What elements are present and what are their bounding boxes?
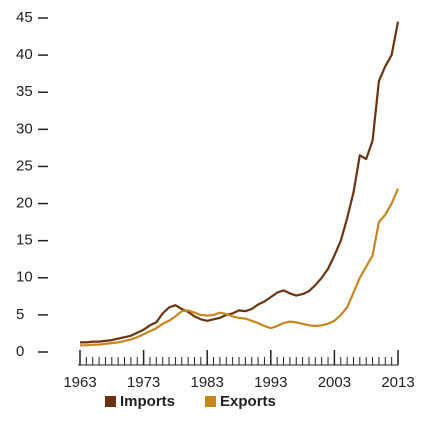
data-line — [80, 21, 400, 344]
y-tick-label: 0 — [16, 343, 24, 360]
y-tick-label: 45 — [16, 9, 33, 26]
y-tick-label: 30 — [16, 120, 33, 137]
y-tick-label: 5 — [16, 306, 24, 323]
y-tick-label: 35 — [16, 83, 33, 100]
legend-label: Exports — [220, 393, 276, 410]
legend-swatch — [105, 396, 116, 407]
y-tick-label: 15 — [16, 232, 33, 249]
x-tick-label: 2003 — [318, 374, 351, 391]
x-tick-label: 1993 — [254, 374, 287, 391]
x-tick-label: 1963 — [63, 374, 96, 391]
y-tick-label: 20 — [16, 195, 33, 212]
y-tick-label: 10 — [16, 269, 33, 286]
legend-swatch — [205, 396, 217, 407]
x-tick-label: 1983 — [191, 374, 224, 391]
x-tick-label: 2013 — [381, 374, 414, 391]
y-tick-label: 40 — [16, 46, 33, 63]
legend-label: Imports — [120, 393, 175, 410]
data-line — [80, 188, 400, 347]
y-tick-label: 25 — [16, 157, 33, 174]
x-tick-label: 1973 — [127, 374, 160, 391]
